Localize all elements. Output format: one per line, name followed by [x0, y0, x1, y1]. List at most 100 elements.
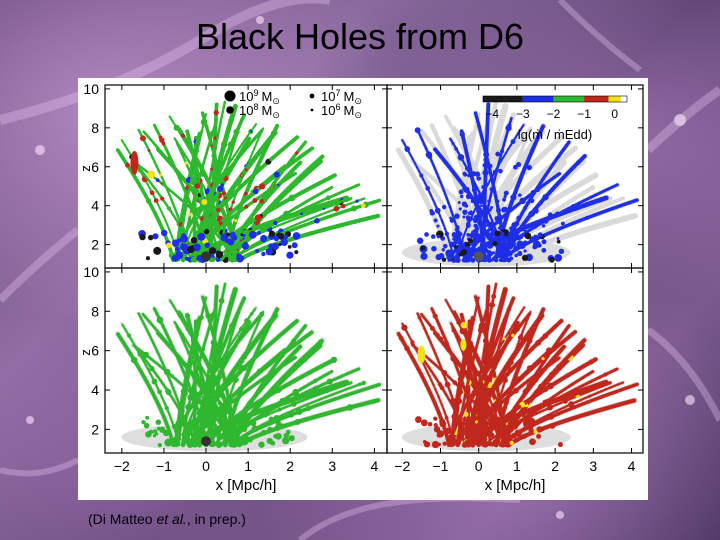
data-point [142, 351, 150, 359]
data-point [254, 434, 258, 439]
data-point [158, 135, 163, 140]
data-point [441, 220, 444, 224]
data-point [531, 409, 537, 415]
data-point [258, 183, 266, 190]
data-point [568, 401, 575, 408]
data-point [244, 318, 250, 324]
data-point [273, 415, 280, 422]
data-point [248, 230, 257, 239]
data-point [186, 441, 194, 448]
data-point [523, 205, 528, 211]
data-point [243, 191, 248, 196]
data-point [220, 431, 229, 440]
data-point [588, 359, 594, 365]
data-point [575, 160, 581, 165]
data-point [213, 377, 219, 384]
data-point [433, 218, 438, 223]
y-axis-label: z [78, 165, 93, 172]
data-point [461, 374, 465, 379]
data-point [429, 210, 435, 216]
data-point [217, 417, 222, 422]
caption-suffix: , in prep.) [186, 511, 246, 527]
data-point [255, 248, 260, 254]
data-point [305, 405, 312, 412]
data-point [295, 408, 303, 415]
data-point [472, 425, 476, 429]
data-point [261, 348, 266, 352]
data-point [519, 197, 526, 205]
panel-content [395, 98, 640, 267]
data-point [444, 427, 452, 435]
data-point [467, 417, 473, 422]
data-point [277, 183, 280, 187]
data-point [271, 242, 279, 251]
bh-branch [416, 128, 466, 262]
data-point [199, 205, 203, 209]
data-point [523, 249, 527, 253]
data-point [420, 245, 426, 251]
bh-branch [177, 113, 208, 262]
data-point [514, 429, 522, 437]
data-point [145, 415, 150, 420]
data-point [560, 221, 565, 226]
data-point [171, 255, 177, 261]
data-point [549, 423, 556, 429]
data-point [338, 384, 343, 388]
data-point [513, 437, 519, 443]
bh-branch [490, 183, 619, 262]
data-point [547, 382, 554, 390]
colorbar-tick-label: 0 [611, 107, 618, 121]
mass-legend-unit: M [343, 103, 354, 118]
data-point [548, 372, 554, 378]
data-point [481, 400, 486, 404]
data-point [288, 411, 295, 418]
data-point [252, 197, 258, 203]
data-point [448, 253, 454, 260]
data-point [220, 336, 223, 340]
data-point [214, 328, 218, 332]
data-point [457, 201, 461, 205]
data-point [253, 209, 258, 214]
data-point [205, 313, 211, 319]
data-point [171, 423, 178, 430]
data-point [291, 338, 297, 343]
data-point [218, 297, 225, 304]
data-point [310, 380, 315, 384]
data-point [193, 243, 201, 252]
data-point [420, 252, 428, 260]
panel-bottom-right [386, 267, 644, 454]
data-point [462, 187, 466, 191]
data-point [240, 173, 244, 177]
data-point [465, 215, 471, 220]
data-point [460, 249, 468, 256]
data-point [444, 415, 449, 420]
data-point [431, 245, 437, 252]
data-point [418, 369, 422, 373]
x-tick-label: 2 [286, 458, 294, 474]
data-point [425, 186, 431, 191]
data-point [469, 233, 475, 239]
data-point [482, 337, 489, 344]
data-point [249, 358, 254, 363]
data-point [441, 204, 447, 210]
data-point [165, 388, 171, 394]
data-point [479, 204, 483, 207]
data-point [200, 347, 205, 352]
data-point [454, 245, 458, 249]
data-point [512, 387, 519, 394]
data-point [216, 207, 221, 213]
data-point [532, 145, 536, 149]
y-tick-label: 2 [91, 421, 99, 437]
data-point [542, 386, 549, 392]
data-point [491, 251, 496, 255]
data-point [519, 397, 524, 401]
data-point [455, 234, 461, 241]
data-point [166, 242, 172, 248]
data-point [585, 215, 590, 220]
data-point [238, 438, 246, 446]
x-axis-label: x [Mpc/h] [216, 477, 277, 494]
data-point [155, 178, 160, 182]
data-point [457, 429, 464, 436]
data-point [462, 417, 467, 422]
data-point [220, 183, 225, 187]
